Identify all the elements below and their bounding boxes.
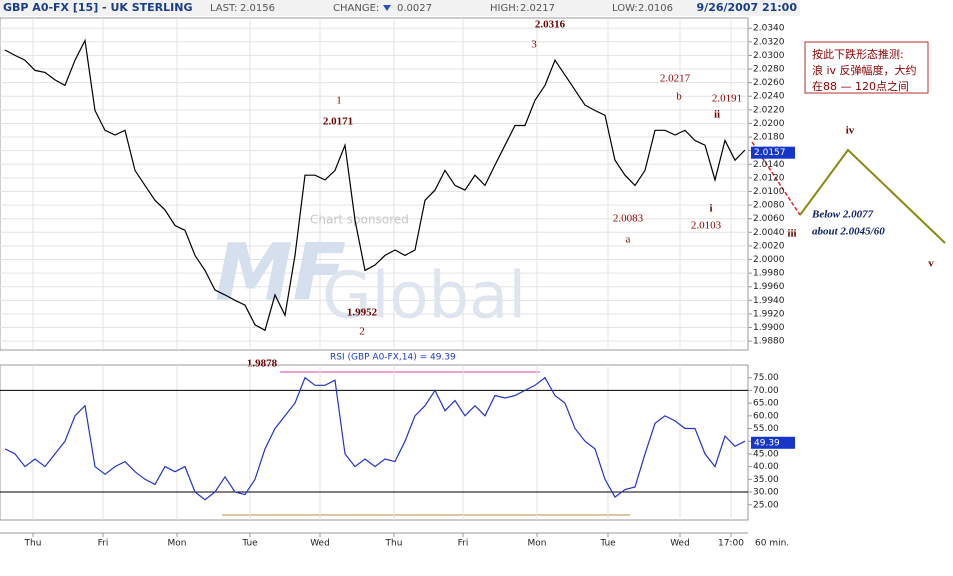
change-value: 0.0027 xyxy=(397,3,432,14)
y-tick-label: 40.00 xyxy=(753,462,779,472)
annotation: i xyxy=(709,203,712,215)
y-tick-label: 35.00 xyxy=(753,475,779,485)
x-tick-label: Thu xyxy=(24,539,42,549)
annotation: ii xyxy=(714,109,720,121)
y-tick-label: 1.9940 xyxy=(753,296,785,306)
y-tick-label: 2.0140 xyxy=(753,160,785,170)
annotation: 1.9952 xyxy=(347,307,378,319)
annotation: v xyxy=(928,258,934,270)
y-tick-label: 1.9900 xyxy=(753,323,785,333)
annotation: 3 xyxy=(531,39,537,51)
header-datetime: 9/26/2007 21:00 xyxy=(697,1,798,14)
y-tick-label: 1.9980 xyxy=(753,269,785,279)
y-tick-label: 1.9880 xyxy=(753,337,785,347)
change-label: CHANGE: xyxy=(333,3,379,14)
annotation: 2 xyxy=(359,326,365,338)
watermark-logo: Global xyxy=(322,260,526,334)
y-tick-label: 65.00 xyxy=(753,399,779,409)
annotation: 2.0217 xyxy=(660,73,691,85)
x-tick-label: Tue xyxy=(241,539,258,549)
x-tick-label: Thu xyxy=(385,539,403,549)
annotation: 2.0316 xyxy=(535,19,566,31)
y-tick-label: 30.00 xyxy=(753,488,779,498)
note-line: 浪 iv 反弹幅度，大约 xyxy=(812,63,917,77)
annotation: a xyxy=(626,234,631,246)
interval-label: 60 min. xyxy=(755,539,789,549)
annotation: 1.9878 xyxy=(247,358,278,370)
rsi-title: RSI (GBP A0-FX,14) = 49.39 xyxy=(330,353,456,363)
y-tick-label: 2.0180 xyxy=(753,133,785,143)
last-label: LAST: xyxy=(210,3,237,14)
y-tick-label: 1.9960 xyxy=(753,282,785,292)
last-value-box xyxy=(751,436,795,449)
y-tick-label: 2.0040 xyxy=(753,228,785,238)
y-tick-label: 2.0080 xyxy=(753,201,785,211)
header-title: GBP A0-FX [15] - UK STERLING xyxy=(3,1,192,14)
change-arrow xyxy=(383,5,391,11)
y-tick-label: 2.0220 xyxy=(753,105,785,115)
x-tick-label: Fri xyxy=(458,539,469,549)
y-tick-label: 2.0320 xyxy=(753,37,785,47)
low-value: 2.0106 xyxy=(638,3,673,14)
price-frame xyxy=(0,17,749,351)
y-tick-label: 2.0280 xyxy=(753,65,785,75)
annotation: Below 2.0077 xyxy=(811,209,874,221)
y-tick-label: 2.0340 xyxy=(753,24,785,34)
y-tick-label: 70.00 xyxy=(753,386,779,396)
annotation: 1 xyxy=(336,95,342,107)
y-tick-label: 2.0240 xyxy=(753,92,785,102)
annotation: 2.0191 xyxy=(712,93,742,105)
x-tick-label: 17:00 xyxy=(718,539,744,549)
note-line: 按此下跌形态推测: xyxy=(812,47,904,61)
low-label: LOW: xyxy=(612,3,638,14)
x-tick-label: Tue xyxy=(599,539,616,549)
y-tick-label: 2.0300 xyxy=(753,51,785,61)
y-tick-label: 55.00 xyxy=(753,424,779,434)
note-box xyxy=(804,41,929,94)
projection-wave xyxy=(799,148,946,244)
annotation: b xyxy=(676,91,682,103)
y-tick-label: 2.0020 xyxy=(753,241,785,251)
y-tick-label: 2.0260 xyxy=(753,78,785,88)
y-tick-label: 2.0200 xyxy=(753,119,785,129)
annotation: iii xyxy=(787,228,796,240)
y-tick-label: 60.00 xyxy=(753,411,779,421)
y-tick-label: 2.0060 xyxy=(753,214,785,224)
y-tick-label: 2.0000 xyxy=(753,255,785,265)
annotation: 2.0083 xyxy=(613,213,644,225)
x-tick-label: Wed xyxy=(310,539,330,549)
x-tick-label: Fri xyxy=(98,539,109,549)
y-tick-label: 2.0100 xyxy=(753,187,785,197)
last-value: 2.0156 xyxy=(240,3,275,14)
watermark-text: Chart sponsored xyxy=(310,213,409,227)
annotation: about 2.0045/60 xyxy=(812,226,885,238)
watermark-logo: MF xyxy=(215,228,346,318)
header-bar xyxy=(0,0,800,16)
y-tick-label: 25.00 xyxy=(753,500,779,510)
annotation: 2.0171 xyxy=(323,116,353,128)
x-tick-label: Mon xyxy=(168,539,187,549)
last-value-box xyxy=(751,146,795,159)
note-line: 在88 — 120点之间 xyxy=(812,79,909,93)
annotation: 2.0103 xyxy=(691,220,722,232)
y-tick-label: 1.9920 xyxy=(753,309,785,319)
series-line xyxy=(4,376,746,501)
x-tick-label: Wed xyxy=(670,539,690,549)
annotation: iv xyxy=(846,125,855,137)
last-value-label: 49.39 xyxy=(754,438,780,448)
y-tick-label: 75.00 xyxy=(753,373,779,383)
x-tick-label: Mon xyxy=(528,539,547,549)
series-line xyxy=(4,38,746,332)
last-value-label: 2.0157 xyxy=(754,148,786,158)
y-tick-label: 45.00 xyxy=(753,449,779,459)
high-value: 2.0217 xyxy=(520,3,555,14)
rsi-frame xyxy=(0,364,749,521)
y-tick-label: 2.0120 xyxy=(753,173,785,183)
high-label: HIGH: xyxy=(490,3,519,14)
